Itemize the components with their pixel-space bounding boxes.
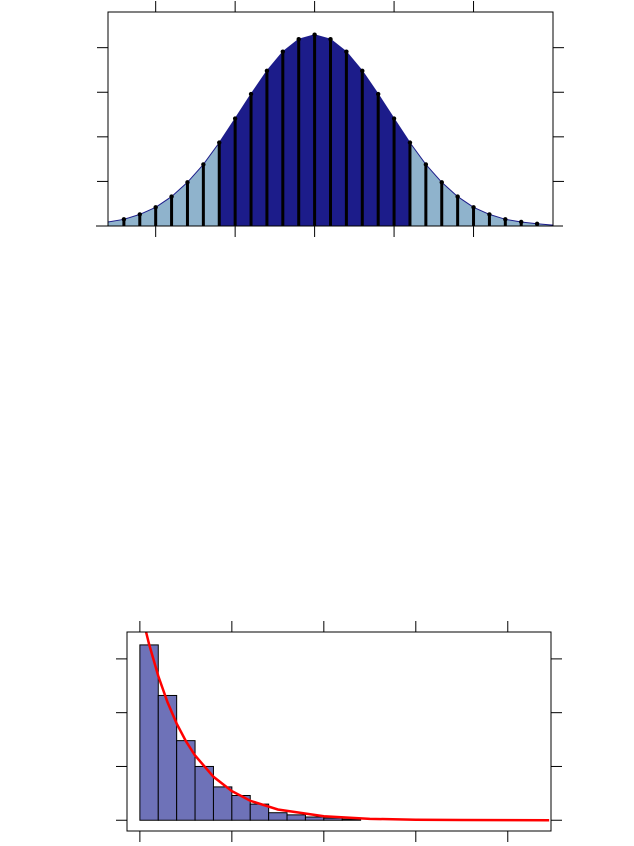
histogram-bar — [304, 816, 325, 821]
spike-dot — [455, 194, 460, 199]
fit-curve — [144, 632, 550, 822]
spike-dot — [153, 205, 158, 210]
spike-dot — [344, 49, 349, 54]
histogram-bar — [139, 644, 159, 821]
spike-dot — [185, 180, 190, 185]
spike-dot — [169, 194, 174, 199]
spike-dot — [280, 49, 286, 54]
spike-dot — [423, 162, 429, 167]
histogram-bar — [268, 812, 288, 821]
spike-dot — [137, 212, 142, 217]
histogram-bar — [212, 786, 233, 821]
histogram-bar — [341, 818, 362, 821]
axis-frame — [126, 631, 552, 832]
spike-dot — [312, 32, 317, 37]
spike-dot — [248, 91, 254, 97]
spike-dot — [375, 91, 381, 97]
spike-dot — [534, 221, 540, 226]
spike-dot — [487, 212, 492, 217]
histogram-bar — [286, 814, 306, 821]
spike-dot — [519, 219, 524, 225]
spike-dot — [217, 140, 222, 145]
plot-area — [139, 632, 550, 822]
spike-dot — [201, 162, 206, 167]
spike-dot — [471, 205, 476, 210]
spike-dot — [503, 217, 508, 222]
axis-frame — [107, 11, 554, 226]
spike-dot — [407, 140, 413, 145]
plot-area — [108, 32, 553, 226]
spike-dot — [296, 36, 301, 42]
spike-dot — [264, 68, 270, 74]
spike-dot — [232, 116, 238, 121]
spike-dot — [121, 217, 127, 222]
histogram-bar — [323, 817, 343, 821]
spike-dot — [391, 116, 397, 121]
spike-dot — [328, 36, 333, 42]
spike-dot — [360, 68, 365, 74]
spike-dot — [439, 180, 444, 185]
